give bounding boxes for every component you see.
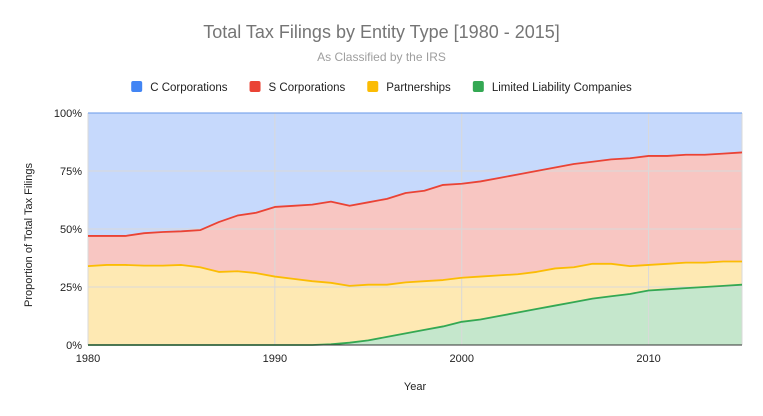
- x-axis-ticks: 1980 1990 2000 2010: [76, 353, 661, 365]
- area-c-corporations: [88, 113, 742, 236]
- plot-area: [87, 112, 743, 346]
- x-tick-1990: 1990: [263, 353, 287, 365]
- legend-label-s-corporations: S Corporations: [269, 82, 346, 94]
- y-tick-50: 50%: [60, 224, 82, 236]
- area-partnerships: [88, 261, 742, 345]
- x-tick-1980: 1980: [76, 353, 100, 365]
- legend-swatch-partnerships: [367, 81, 379, 92]
- legend: C Corporations S Corporations Partnerships…: [131, 81, 632, 94]
- y-tick-0: 0%: [66, 340, 82, 352]
- y-tick-25: 25%: [60, 282, 82, 294]
- legend-label-c-corporations: C Corporations: [150, 82, 228, 94]
- area-s-corporations: [88, 152, 742, 286]
- line-partnerships: [87, 260, 742, 287]
- x-tick-2000: 2000: [449, 353, 473, 365]
- legend-swatch-limited-liability-companies: [472, 81, 484, 92]
- y-axis-label: Proportion of Total Tax Filings: [23, 163, 35, 307]
- legend-swatch-c-corporations: [131, 81, 143, 92]
- chart-subtitle: As Classified by the IRS: [317, 50, 446, 64]
- chart-title: Total Tax Filings by Entity Type [1980 -…: [203, 22, 560, 42]
- y-tick-100: 100%: [54, 108, 82, 120]
- area-limited-liability-companies: [88, 284, 742, 345]
- gridlines: [87, 112, 743, 345]
- legend-swatch-s-corporations: [249, 81, 261, 92]
- x-tick-2010: 2010: [636, 353, 660, 365]
- area-layers: [88, 113, 742, 345]
- x-axis-label: Year: [404, 381, 427, 393]
- line-s-corporations: [88, 151, 743, 237]
- y-tick-75: 75%: [60, 166, 82, 178]
- legend-label-limited-liability-companies: Limited Liability Companies: [492, 82, 632, 94]
- legend-label-partnerships: Partnerships: [386, 82, 451, 94]
- y-axis-ticks: 0% 25% 50% 75% 100%: [54, 108, 82, 352]
